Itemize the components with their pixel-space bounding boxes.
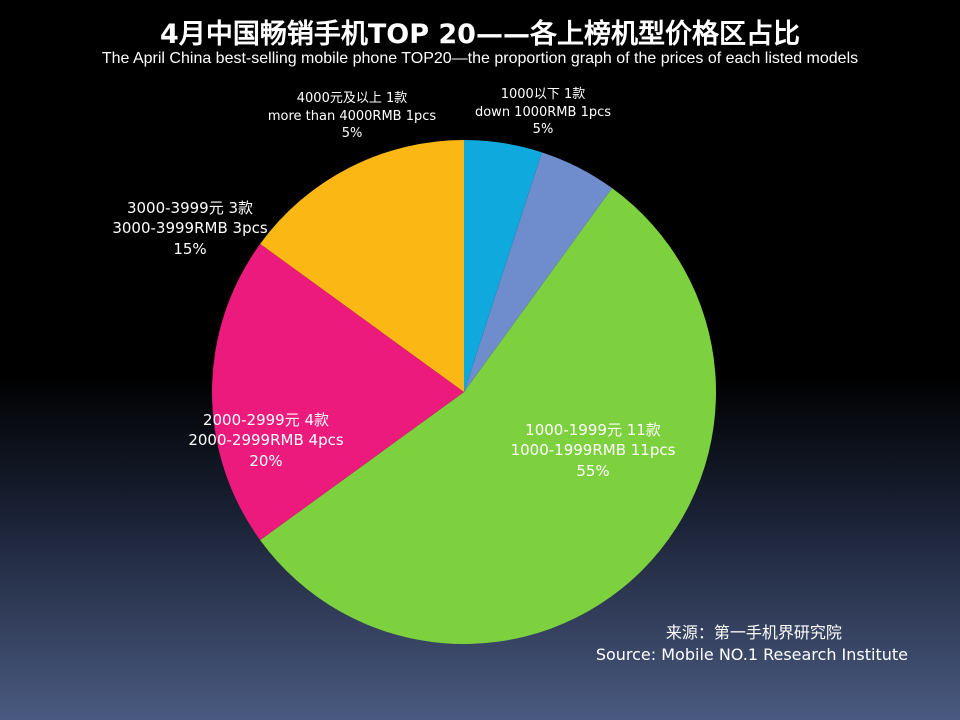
source-en: Source: Mobile NO.1 Research Institute bbox=[595, 644, 908, 664]
slice-label-cn: 1000以下 1款 bbox=[500, 87, 586, 102]
pie-slice-3 bbox=[212, 243, 464, 541]
source-note: 来源：第一手机界研究院 Source: Mobile NO.1 Research… bbox=[596, 622, 908, 665]
slice-percent: 20% bbox=[249, 451, 283, 470]
slice-label-cn: 2000-2999元 4款 bbox=[202, 411, 330, 429]
slice-percent: 15% bbox=[173, 239, 207, 258]
slice-label-2: 1000-1999元 11款 1000-1999RMB 11pcs 55% bbox=[511, 420, 676, 481]
chart-subtitle: The April China best-selling mobile phon… bbox=[101, 50, 859, 67]
slice-label-3: 2000-2999元 4款 2000-2999RMB 4pcs 20% bbox=[188, 410, 343, 471]
slice-label-5: 4000元及以上 1款 more than 4000RMB 1pcs 5% bbox=[268, 90, 436, 143]
source-cn: 来源：第一手机界研究院 bbox=[665, 623, 842, 642]
pie-slice-1 bbox=[464, 152, 613, 392]
pie-slice-5 bbox=[464, 139, 542, 392]
slice-label-en: 1000-1999RMB 11pcs bbox=[510, 441, 676, 460]
chart-title: 4月中国畅销手机TOP 20——各上榜机型价格区占比 bbox=[160, 19, 800, 50]
slice-label-cn: 4000元及以上 1款 bbox=[296, 91, 408, 106]
slice-label-en: 3000-3999RMB 3pcs bbox=[112, 219, 268, 238]
slice-label-cn: 1000-1999元 11款 bbox=[525, 421, 661, 439]
slice-label-1: 1000以下 1款 down 1000RMB 1pcs 5% bbox=[475, 86, 611, 139]
slice-percent: 5% bbox=[341, 126, 363, 142]
slice-label-cn: 3000-3999元 3款 bbox=[126, 199, 254, 217]
pie-slice-4 bbox=[260, 140, 464, 392]
slice-percent: 55% bbox=[576, 461, 610, 480]
slice-label-en: down 1000RMB 1pcs bbox=[474, 104, 612, 120]
pie-slice-2 bbox=[260, 188, 717, 645]
slice-label-en: 2000-2999RMB 4pcs bbox=[188, 431, 344, 450]
slice-percent: 5% bbox=[532, 122, 554, 138]
slice-label-en: more than 4000RMB 1pcs bbox=[267, 108, 437, 124]
slice-label-4: 3000-3999元 3款 3000-3999RMB 3pcs 15% bbox=[112, 198, 267, 259]
